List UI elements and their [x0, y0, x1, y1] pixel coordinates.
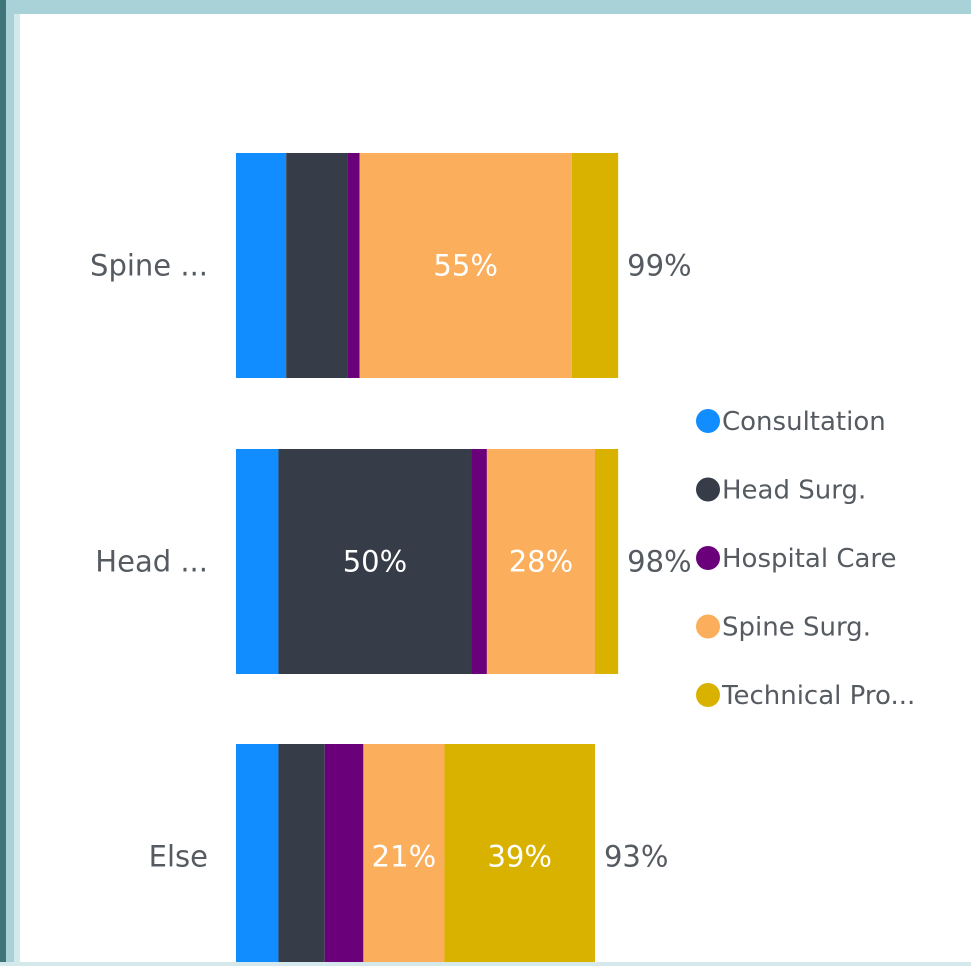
data-label: 39%: [487, 840, 551, 874]
left-border-inner: [6, 0, 14, 962]
total-label: 99%: [627, 249, 691, 283]
bar-segment[interactable]: [278, 744, 325, 966]
legend-marker[interactable]: [696, 614, 720, 639]
bar-segment[interactable]: [236, 449, 279, 674]
category-label: Spine ...: [90, 249, 208, 283]
legend-item-label[interactable]: Spine Surg.: [722, 613, 871, 643]
bar-segment[interactable]: [286, 153, 348, 378]
bar-segment[interactable]: [594, 449, 619, 674]
total-label: 98%: [627, 545, 691, 579]
top-border: [0, 0, 971, 14]
bar-segment[interactable]: [471, 449, 487, 674]
bar-segment[interactable]: [236, 744, 279, 966]
bar-segment[interactable]: [347, 153, 360, 378]
legend-item-label[interactable]: Technical Pro...: [721, 681, 915, 711]
data-label: 50%: [343, 545, 407, 579]
legend-item-label[interactable]: Head Surg.: [722, 476, 866, 506]
bar-segment[interactable]: [571, 153, 619, 378]
left-border: [0, 0, 6, 962]
category-label: Head ...: [95, 545, 208, 579]
category-label: Else: [149, 840, 208, 874]
data-label: 21%: [372, 840, 436, 874]
visual-container[interactable]: Spine ... 55% 99% Head ... 50% 28% 98% Else 21% 3…: [20, 14, 971, 966]
bar-segment[interactable]: [324, 744, 364, 966]
bar-segment[interactable]: [278, 449, 472, 674]
bar-segment[interactable]: [236, 153, 287, 378]
legend-item-label[interactable]: Consultation: [722, 407, 886, 437]
legend-marker[interactable]: [696, 409, 720, 433]
legend-marker[interactable]: [696, 683, 720, 707]
data-label: 55%: [433, 249, 497, 283]
legend-item-label[interactable]: Hospital Care: [722, 544, 897, 574]
legend-marker[interactable]: [696, 546, 720, 570]
legend-marker[interactable]: [696, 477, 720, 502]
bar-segment[interactable]: [486, 449, 595, 674]
stacked-bar-chart[interactable]: Spine ... 55% 99% Head ... 50% 28% 98% Else 21% 3…: [20, 14, 971, 966]
bar-segment[interactable]: [359, 153, 572, 378]
bar-segment[interactable]: [444, 744, 595, 966]
total-label: 93%: [604, 840, 668, 874]
bar-segment[interactable]: [363, 744, 445, 966]
data-label: 28%: [509, 545, 573, 579]
